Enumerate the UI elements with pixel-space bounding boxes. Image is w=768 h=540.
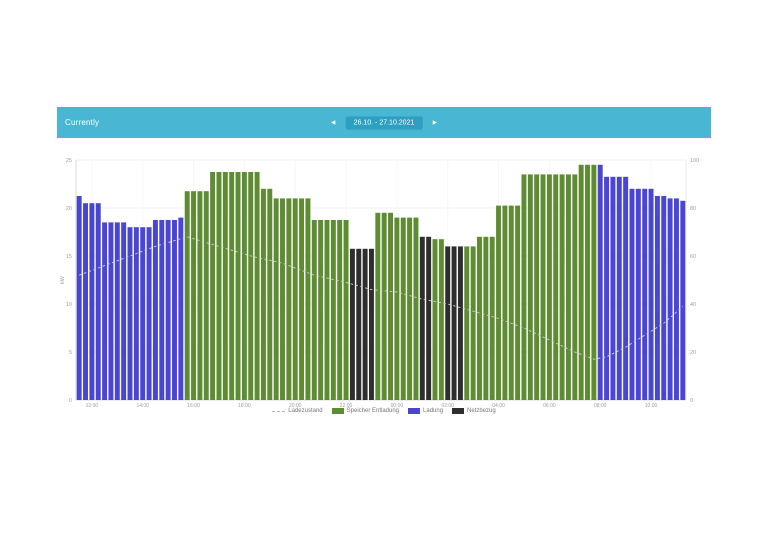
svg-text:12:00: 12:00 bbox=[86, 403, 99, 409]
svg-text:60: 60 bbox=[690, 254, 696, 260]
svg-text:10: 10 bbox=[66, 302, 72, 308]
svg-text:22:00: 22:00 bbox=[340, 403, 353, 409]
legend-line-swatch bbox=[272, 410, 286, 412]
svg-text:0: 0 bbox=[690, 398, 693, 404]
svg-text:16:00: 16:00 bbox=[187, 403, 200, 409]
legend-item[interactable]: Ladezustand bbox=[272, 408, 323, 414]
svg-text:04:00: 04:00 bbox=[492, 403, 505, 409]
svg-text:00:00: 00:00 bbox=[391, 403, 404, 409]
svg-text:5: 5 bbox=[69, 350, 72, 356]
chart-panel: 25 20 15 10 5 0 100 80 60 40 20 0 kW 12:00 14:00 16:00 1… bbox=[57, 148, 711, 420]
svg-text:40: 40 bbox=[690, 302, 696, 308]
svg-text:20: 20 bbox=[66, 206, 72, 212]
svg-text:14:00: 14:00 bbox=[136, 403, 149, 409]
svg-text:20: 20 bbox=[690, 350, 696, 356]
legend-box-swatch bbox=[408, 408, 421, 414]
svg-text:02:00: 02:00 bbox=[441, 403, 454, 409]
legend-label: Ladung bbox=[423, 408, 444, 414]
bars bbox=[76, 164, 686, 400]
svg-text:100: 100 bbox=[690, 158, 699, 164]
left-axis-title: kW bbox=[60, 275, 66, 284]
svg-text:15: 15 bbox=[66, 254, 72, 260]
chart-legend: Ladezustand Speicher Entladung Ladung Netzb… bbox=[57, 408, 711, 414]
date-nav: ◄ 26.10. - 27.10.2021 ► bbox=[328, 116, 441, 129]
chart-svg: 25 20 15 10 5 0 100 80 60 40 20 0 kW 12:00 14:00 16:00 1… bbox=[60, 158, 699, 409]
svg-text:80: 80 bbox=[690, 206, 696, 212]
svg-text:08:00: 08:00 bbox=[594, 403, 607, 409]
page-title: Currently bbox=[65, 118, 100, 127]
chevron-left-icon: ◄ bbox=[329, 119, 337, 126]
next-day-button[interactable]: ► bbox=[429, 117, 440, 128]
legend-box-swatch bbox=[331, 408, 344, 414]
svg-text:20:00: 20:00 bbox=[289, 403, 302, 409]
prev-day-button[interactable]: ◄ bbox=[328, 117, 339, 128]
legend-label: Ladezustand bbox=[288, 408, 323, 414]
date-range-button[interactable]: 26.10. - 27.10.2021 bbox=[345, 116, 423, 129]
legend-item[interactable]: Speicher Entladung bbox=[331, 408, 400, 414]
legend-label: Speicher Entladung bbox=[346, 408, 400, 414]
svg-text:0: 0 bbox=[69, 398, 72, 404]
header-bar: Currently ◄ 26.10. - 27.10.2021 ► bbox=[57, 107, 711, 138]
legend-label: Netzbezug bbox=[467, 408, 496, 414]
legend-item[interactable]: Ladung bbox=[408, 408, 443, 414]
svg-text:06:00: 06:00 bbox=[543, 403, 556, 409]
chevron-right-icon: ► bbox=[431, 119, 439, 126]
legend-item[interactable]: Netzbezug bbox=[452, 408, 496, 414]
svg-text:25: 25 bbox=[66, 158, 72, 164]
legend-box-swatch bbox=[452, 408, 465, 414]
svg-text:10:00: 10:00 bbox=[645, 403, 658, 409]
svg-text:18:00: 18:00 bbox=[238, 403, 251, 409]
